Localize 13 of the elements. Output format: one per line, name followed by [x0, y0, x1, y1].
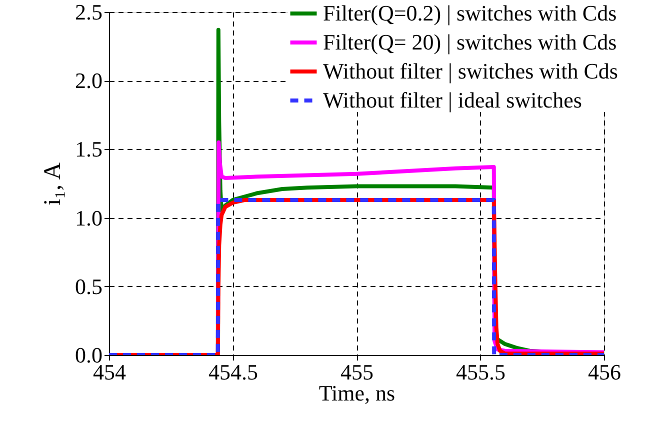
x-tick-label: 455.5	[456, 360, 506, 384]
legend-label: Without filter | ideal switches	[323, 88, 582, 112]
x-tick-label: 454.5	[208, 360, 258, 384]
y-tick-label: 2.0	[75, 68, 102, 94]
legend-label: Filter(Q=0.2) | switches with Cds	[323, 0, 617, 26]
legend-label: Filter(Q= 20) | switches with Cds	[323, 30, 617, 54]
legend-label: Without filter | switches with Cds	[323, 58, 618, 84]
y-tick-label: 1.5	[75, 136, 102, 162]
x-tick-label: 456	[588, 360, 621, 384]
y-axis-title: i₁, A	[40, 162, 66, 206]
y-tick-label: 0.5	[75, 274, 102, 299]
y-tick-label: 1.0	[75, 205, 102, 230]
y-tick-label: 2.5	[75, 0, 102, 24]
